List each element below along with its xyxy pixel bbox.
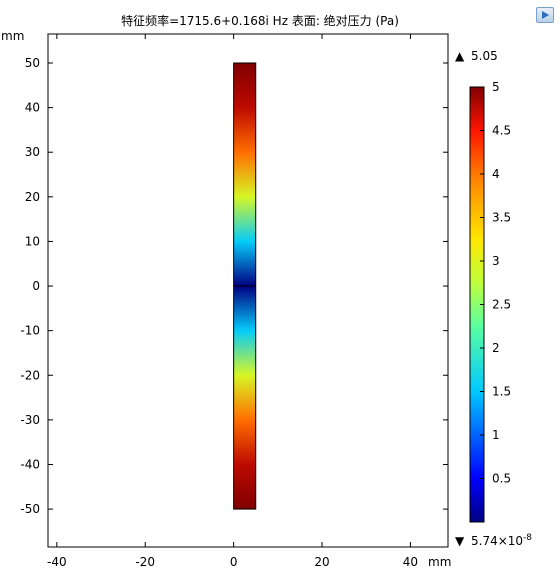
y-unit-label: mm	[1, 29, 24, 43]
data-layer	[233, 62, 257, 510]
y-tick-label: 40	[25, 101, 40, 115]
y-tick-label: 0	[32, 279, 40, 293]
y-tick-label: -50	[20, 502, 40, 516]
y-tick-label: 50	[25, 56, 40, 70]
x-tick-label: 20	[314, 555, 329, 569]
y-tick-label: -20	[20, 368, 40, 382]
plot-title: 特征频率=1715.6+0.168i Hz 表面: 绝对压力 (Pa)	[121, 14, 399, 28]
x-tick-label: -40	[47, 555, 67, 569]
colorbar-max-label: 5.05	[471, 49, 498, 63]
y-tick-label: -40	[20, 457, 40, 471]
y-tick-label: 10	[25, 234, 40, 248]
colorbar-tick-label: 3.5	[492, 211, 511, 225]
y-tick-label: -30	[20, 413, 40, 427]
colorbar-tick-label: 1.5	[492, 385, 511, 399]
x-tick-label: -20	[135, 555, 155, 569]
colorbar-min-exponent: -8	[523, 533, 532, 543]
play-icon[interactable]	[536, 7, 554, 23]
y-tick-label: -10	[20, 324, 40, 338]
colorbar-min-marker: ▼	[455, 534, 465, 548]
colorbar-tick-label: 2	[492, 341, 500, 355]
y-tick-label: 20	[25, 190, 40, 204]
colorbar-max-marker: ▲	[455, 49, 465, 63]
colorbar-min-label: 5.74×10-8	[471, 533, 532, 548]
x-unit-label: mm	[428, 555, 451, 569]
colorbar-tick-label: 0.5	[492, 472, 511, 486]
colorbar: 5 4.5 4 3.5 3 2.5 2 1.5 1 0.5 ▲ 5.05 ▼ 5.74×10-8	[455, 49, 532, 548]
y-tick-label: 30	[25, 145, 40, 159]
colorbar-tick-label: 2.5	[492, 298, 511, 312]
colorbar-tick-label: 4	[492, 167, 500, 181]
colorbar-tick-label: 1	[492, 428, 500, 442]
colorbar-tick-label: 3	[492, 254, 500, 268]
x-tick-label: 0	[230, 555, 238, 569]
x-tick-label: 40	[403, 555, 418, 569]
colorbar-tick-label: 4.5	[492, 124, 511, 138]
colorbar-tick-label: 5	[492, 80, 500, 94]
